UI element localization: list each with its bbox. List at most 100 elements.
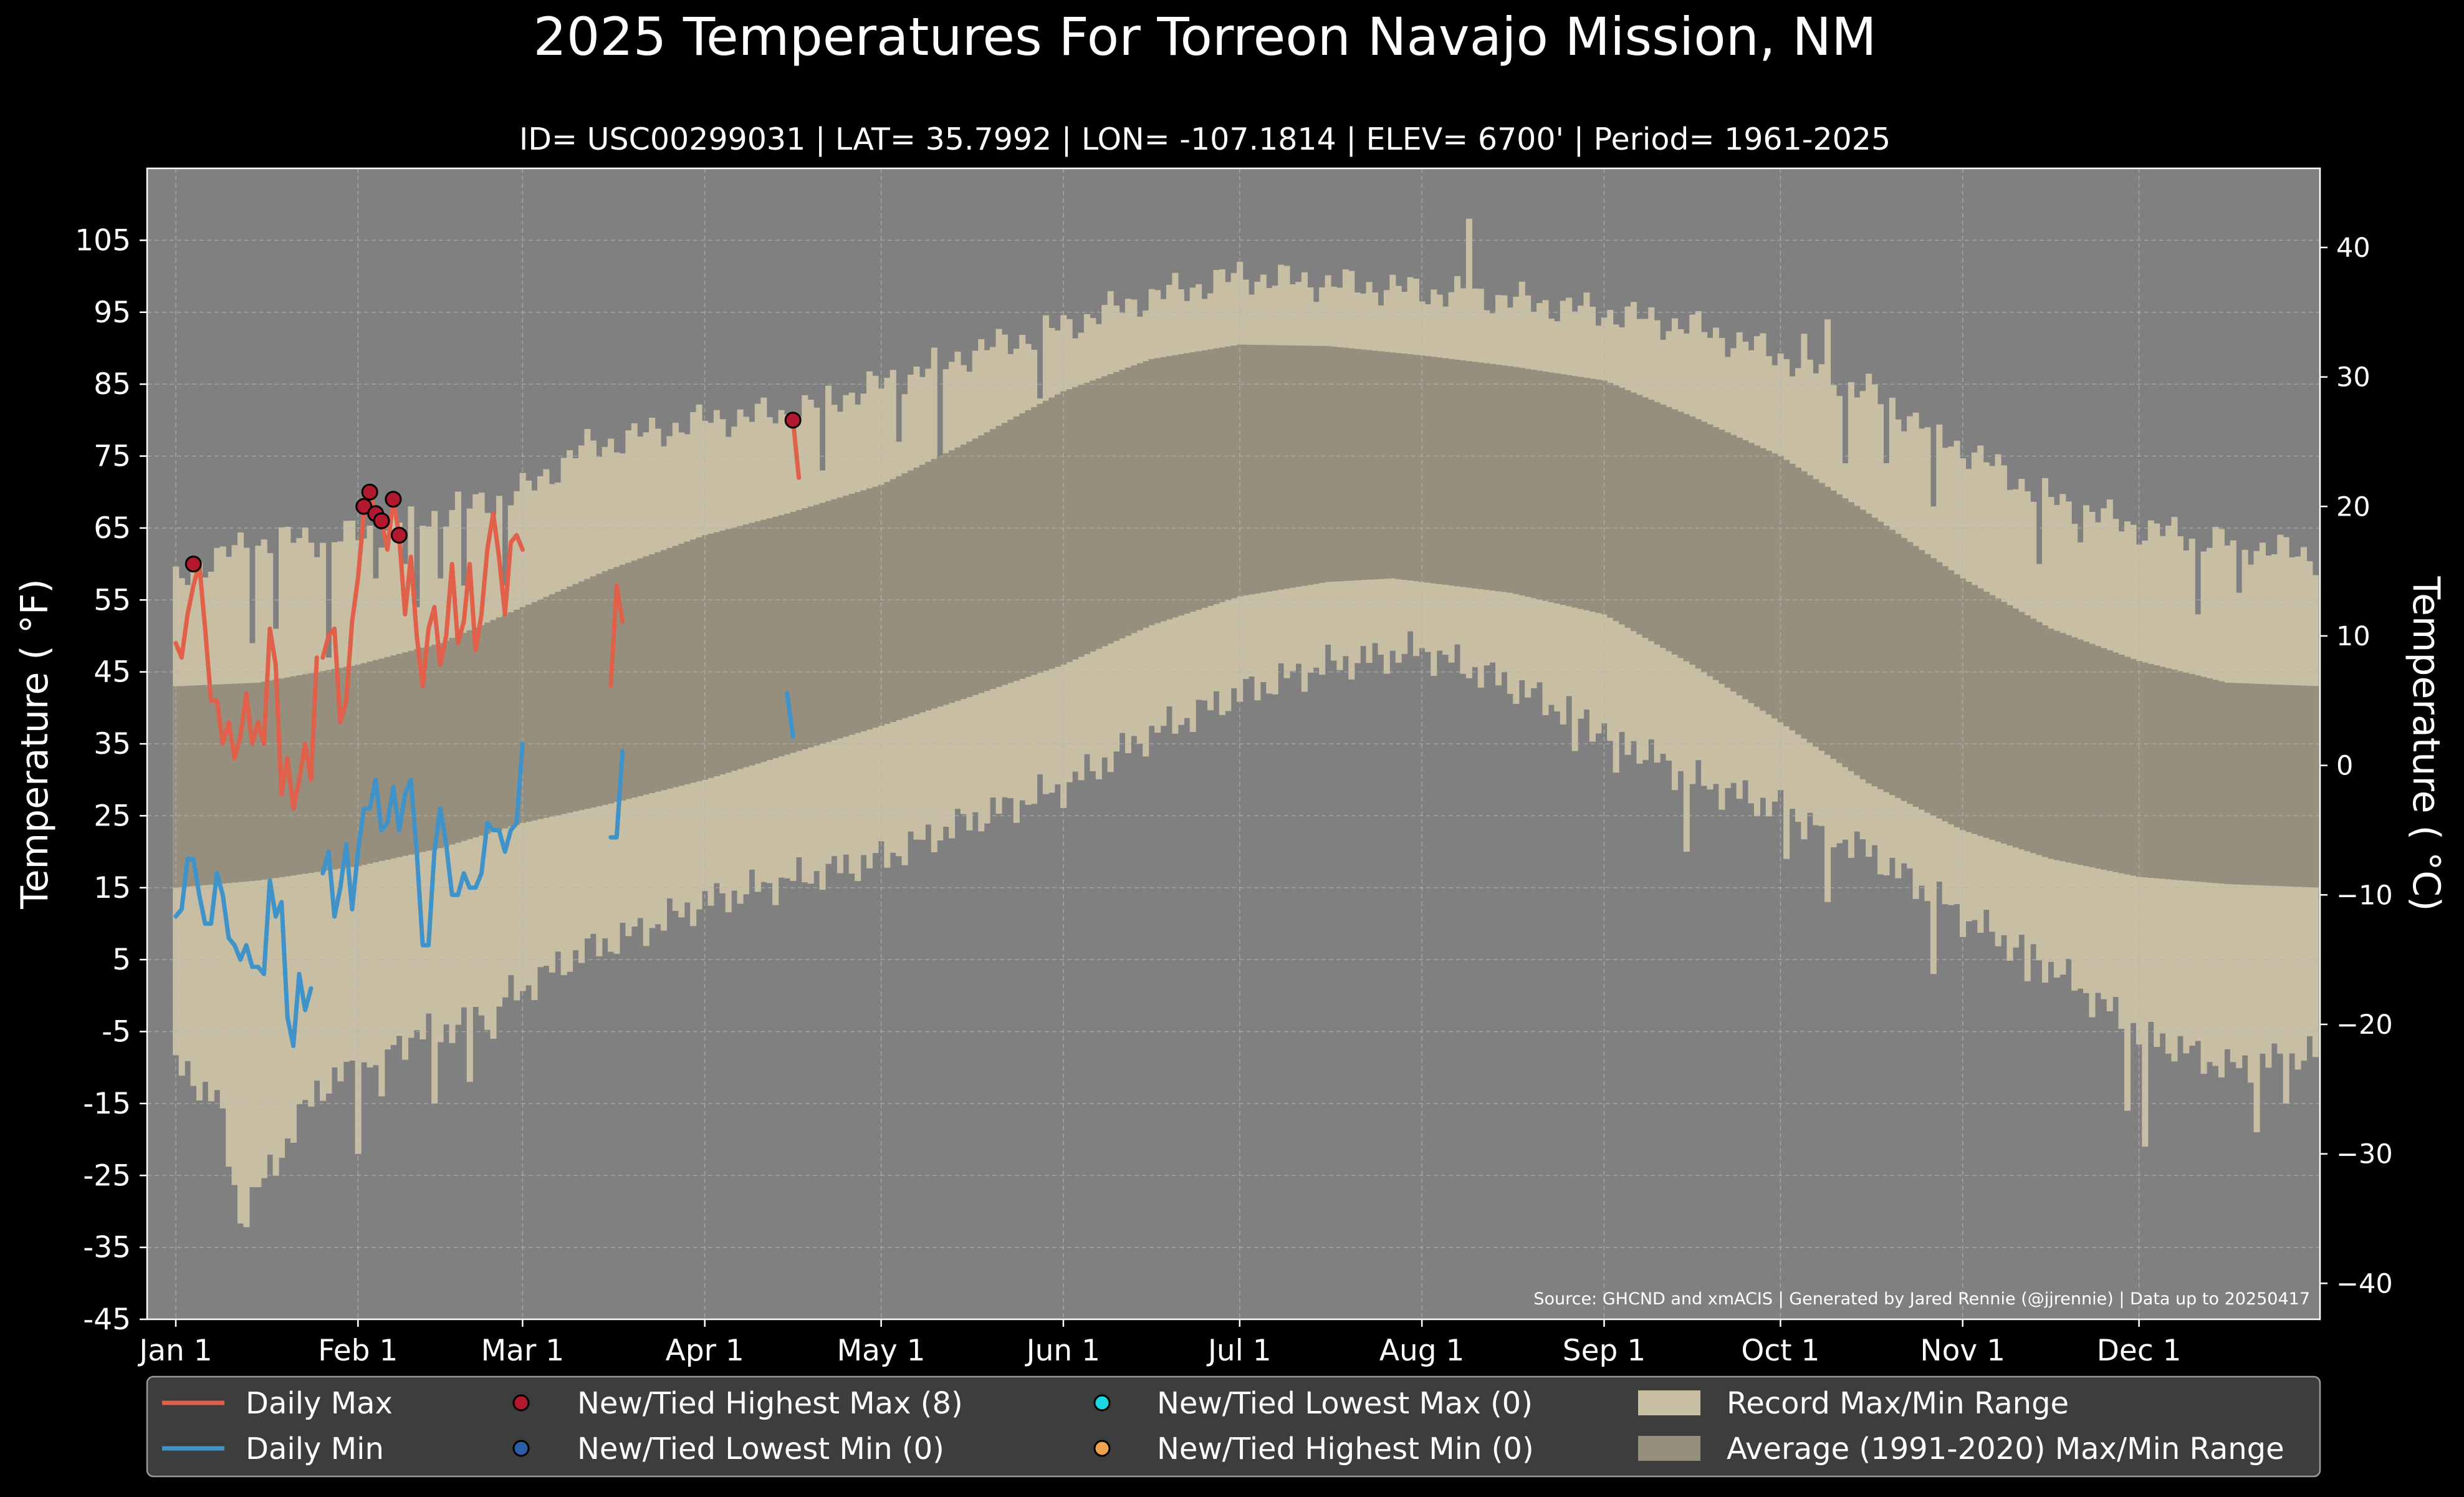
grid (147, 168, 2320, 1320)
average-range-bar (1278, 345, 1285, 590)
average-range-bar (584, 579, 591, 809)
average-range-bar (331, 668, 338, 870)
average-range-bar (754, 521, 761, 764)
average-range-bar (425, 646, 432, 851)
legend-swatch-dot (512, 1394, 530, 1412)
average-range-bar (1977, 588, 1984, 836)
average-range-bar (472, 627, 479, 837)
average-range-bar (1454, 359, 1461, 587)
legend-item: Daily Max (162, 1386, 393, 1421)
y2-tick-label: −40 (2336, 1268, 2393, 1299)
legend-swatch-dot (1093, 1394, 1111, 1412)
average-range-bar (1225, 346, 1232, 600)
average-range-bar (837, 497, 843, 739)
average-range-bar (1965, 582, 1972, 832)
average-range-bar (725, 529, 732, 773)
average-range-bar (1072, 387, 1079, 660)
average-range-bar (990, 429, 997, 690)
average-range-bar (1230, 345, 1237, 599)
y-tick-label: -35 (83, 1231, 131, 1265)
average-range-bar (1442, 358, 1449, 585)
average-range-bar (1184, 353, 1191, 614)
average-range-bar (1536, 370, 1543, 600)
average-range-bar (1671, 409, 1678, 655)
x-tick-label: Aug 1 (1379, 1334, 1465, 1368)
average-range-bar (267, 680, 274, 879)
average-range-bar (1342, 347, 1349, 581)
average-range-bar (237, 683, 244, 882)
average-range-bar (1560, 374, 1566, 605)
average-range-bar (2165, 668, 2172, 880)
record-high-max-point (185, 556, 202, 573)
average-range-bar (1348, 348, 1355, 581)
average-range-bar (1801, 471, 1808, 739)
average-range-bar (1472, 362, 1479, 589)
average-range-bar (690, 539, 697, 783)
average-range-bar (1330, 346, 1338, 582)
average-range-bar (2142, 662, 2149, 878)
average-range-bar (1918, 550, 1925, 810)
legend-label: Average (1991-2020) Max/Min Range (1727, 1432, 2284, 1466)
record-high-max-point (385, 491, 402, 508)
average-range-bar (1554, 373, 1561, 604)
average-range-bar (1842, 498, 1849, 768)
average-range-bar (972, 438, 979, 695)
average-range-bar (1389, 352, 1396, 579)
average-range-bar (449, 638, 456, 845)
average-range-bar (2147, 663, 2154, 878)
average-range-bar (855, 492, 861, 733)
average-range-bar (549, 594, 555, 817)
average-range-bar (2130, 658, 2137, 876)
average-range-bar (2188, 674, 2195, 882)
record-range-bar (272, 628, 279, 1176)
average-range-bar (866, 488, 873, 729)
y-tick-label: 45 (93, 655, 131, 690)
y-axis-label: Temperature ( °F) (13, 579, 57, 910)
average-range-bar (2294, 685, 2301, 887)
average-range-bar (784, 513, 791, 755)
average-range-bar (1383, 352, 1390, 579)
series-line (608, 749, 625, 840)
average-range-bar (790, 511, 797, 753)
average-range-bar (2042, 625, 2049, 857)
average-range-bar (1307, 345, 1314, 585)
record-high-max-point (373, 512, 390, 529)
average-range-bar (602, 571, 608, 806)
average-range-bar (2018, 612, 2025, 850)
average-range-bar (2271, 684, 2278, 886)
average-range-bar (496, 617, 502, 830)
average-range-bar (1007, 420, 1014, 683)
average-range-bar (1748, 443, 1755, 703)
average-range-bar (760, 519, 767, 762)
average-range-bar (795, 510, 802, 751)
x-tick-label: Apr 1 (666, 1334, 744, 1368)
average-range-bar (378, 658, 385, 861)
average-range-bar (1413, 355, 1420, 582)
average-range-bar (949, 450, 956, 703)
average-range-bar (1242, 344, 1249, 595)
average-range-bar (1619, 387, 1626, 625)
average-range-bar (1143, 361, 1149, 628)
y2-tick-label: 0 (2336, 751, 2353, 782)
average-range-bar (1042, 400, 1049, 671)
average-range-bar (196, 685, 203, 886)
record-high-max-point (361, 483, 378, 501)
average-range-bar (631, 561, 638, 798)
average-range-bar (2012, 609, 2019, 848)
average-range-bar (1719, 430, 1725, 684)
average-range-bar (737, 526, 744, 769)
legend: Daily Max Daily Min New/Tied Highest Max (… (146, 1375, 2321, 1478)
average-range-bar (219, 684, 226, 884)
average-range-bar (555, 592, 562, 816)
series-daily-min (173, 691, 795, 1049)
legend-label: New/Tied Lowest Max (0) (1157, 1386, 1533, 1421)
y-tick-label: 35 (93, 727, 131, 761)
record-high-max-point (390, 526, 408, 544)
average-range-bar (1924, 554, 1931, 813)
y-tick-label: 55 (93, 583, 131, 617)
average-range-bar (2265, 684, 2272, 886)
average-range-bar (2094, 646, 2101, 869)
average-range-bar (1031, 407, 1038, 675)
average-range-bar (261, 681, 267, 880)
